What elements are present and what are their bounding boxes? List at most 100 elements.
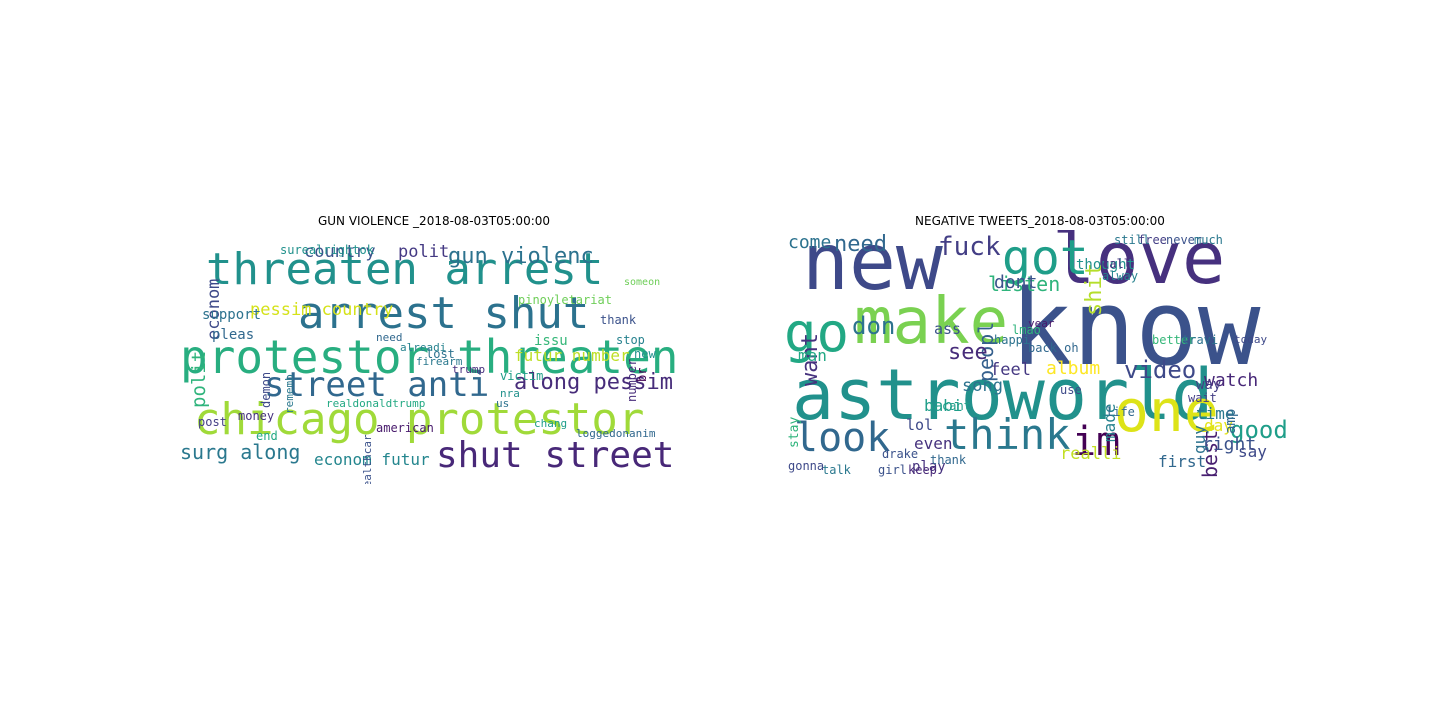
wordcloud-word: still	[1114, 233, 1151, 247]
wordcloud-word: gonna	[788, 459, 825, 473]
wordcloud-word: much	[1194, 233, 1223, 247]
wordcloud-word: first	[1158, 452, 1207, 471]
wordcloud-word: ass	[934, 320, 962, 338]
wordcloud-word: today	[1234, 333, 1268, 346]
wordcloud-word: look	[794, 415, 891, 461]
wordcloud-word: econom futur	[314, 450, 430, 469]
wordcloud-word: nra	[500, 387, 520, 400]
wordcloud-word: pessim country	[250, 300, 394, 320]
wordcloud-word: talk	[822, 463, 851, 477]
wordcloud-word: thank	[600, 313, 637, 327]
wordcloud-word: love	[1052, 230, 1226, 300]
wordcloud-word: keep	[908, 463, 937, 477]
wordcloud: know astroworld new love make go got one look thi…	[784, 230, 1296, 484]
wordcloud-word: travi	[1182, 333, 1219, 347]
wordcloud-word: better	[1152, 333, 1196, 347]
wordcloud-word: shut street	[436, 435, 675, 476]
wordcloud-word: firearm	[416, 355, 463, 368]
panel-title: NEGATIVE TWEETS_2018-08-03T05:00:00	[915, 214, 1165, 228]
wordcloud-word: know	[1010, 267, 1261, 389]
wordcloud-word: feel	[990, 360, 1031, 380]
wordcloud-word: say	[1238, 442, 1267, 461]
wordcloud-word: surg along	[180, 440, 301, 464]
wordcloud-word: need	[376, 331, 403, 344]
wordcloud-word: support	[202, 307, 262, 323]
wordcloud-word: us	[496, 397, 510, 410]
wordcloud-word: money	[238, 409, 275, 423]
wordcloud-word: think	[944, 410, 1071, 459]
wordcloud-word: use	[1060, 383, 1082, 397]
wordcloud-word: lmao	[1012, 323, 1041, 337]
wordcloud-word: country	[304, 242, 376, 262]
wordcloud-word: free	[1138, 233, 1167, 247]
panel-gun-violence: GUN VIOLENCE _2018-08-03T05:00:00 threat…	[180, 214, 688, 484]
wordcloud-word: come	[788, 232, 832, 253]
wordcloud-word: arrest shut	[298, 288, 590, 339]
wordcloud-word: day	[1204, 416, 1233, 435]
wordcloud-word: got	[1002, 230, 1089, 286]
wordcloud-word: street anti	[264, 365, 490, 405]
wordcloud-word: gun violenc	[448, 244, 594, 269]
wordcloud-word: don	[852, 312, 896, 340]
wordcloud-word: happi	[994, 333, 1031, 347]
wordcloud-word: even	[914, 434, 953, 453]
wordcloud-word: american	[376, 421, 434, 435]
wordcloud-word: go	[784, 301, 850, 364]
wordcloud-word: post	[198, 415, 227, 429]
wordcloud-word: play	[912, 459, 946, 475]
wordcloud-word: victim	[500, 369, 544, 383]
wordcloud-word: time	[1196, 404, 1235, 423]
wordcloud-word: loggedonanim	[576, 427, 656, 440]
wordcloud-word: song	[962, 376, 1003, 396]
wordcloud-word: one	[1114, 377, 1219, 445]
wordcloud-word: back oh	[1028, 341, 1079, 355]
wordcloud-word: good	[1230, 416, 1288, 444]
panel-negative-tweets: NEGATIVE TWEETS_2018-08-03T05:00:00 know…	[784, 214, 1296, 484]
wordcloud-word: lost	[426, 347, 455, 361]
wordcloud-word: fuck	[938, 232, 1001, 262]
wordcloud-word: alway	[1102, 269, 1139, 283]
wordcloud-word: astroworld	[792, 354, 1214, 436]
wordcloud-word: new	[634, 347, 656, 361]
wordcloud-word: year	[1028, 317, 1055, 330]
wordcloud-word: realdonaldtrump	[326, 397, 426, 410]
wordcloud-word: pinoyletariat	[518, 293, 612, 307]
wordcloud-word: see	[948, 340, 988, 365]
wordcloud-word: drake	[882, 447, 919, 461]
wordcloud-word: end	[256, 429, 278, 443]
wordcloud-word: dont	[994, 272, 1038, 293]
wordcloud-word: pleas	[212, 327, 255, 343]
panel-title: GUN VIOLENCE _2018-08-03T05:00:00	[317, 214, 551, 228]
wordcloud-word: healthcar	[361, 434, 374, 484]
wordcloud-word: polit	[188, 350, 210, 408]
wordcloud-word: threaten arrest	[206, 244, 604, 295]
wordcloud-word: realli	[1060, 444, 1122, 464]
wordcloud-word: chicago protestor	[194, 394, 645, 445]
wordcloud-word: lol	[906, 416, 934, 434]
wordcloud-word: trump	[452, 363, 486, 376]
wordcloud-word: album	[1046, 358, 1101, 379]
wordcloud-word: thank	[930, 453, 967, 467]
wordcloud-word: need	[834, 232, 887, 257]
wordcloud-word: along pessim	[514, 370, 673, 395]
wordcloud-word: cant	[942, 399, 971, 413]
wordcloud-word: man	[798, 346, 827, 365]
wordcloud-word: stay	[787, 416, 802, 448]
wordcloud-word: never	[1166, 233, 1203, 247]
wordcloud-word: right	[1202, 434, 1257, 455]
wordcloud-word: polit	[398, 242, 450, 262]
wordcloud-word: someon	[624, 277, 661, 288]
wordcloud-word: call	[1102, 257, 1131, 271]
wordcloud-word: girl	[878, 463, 907, 477]
wordcloud-word: amp	[1223, 408, 1239, 434]
wordcloud-word: life	[1106, 405, 1135, 419]
wordcloud-word: alreadi	[400, 341, 447, 354]
wordcloud: threaten arrest arrest shut protestor thre…	[180, 230, 688, 484]
wordcloud-word: issu	[534, 333, 568, 349]
wordcloud-word: make	[854, 285, 1009, 359]
wordcloud-word: way	[1196, 377, 1222, 393]
wordcloud-word: chang	[534, 417, 568, 430]
wordcloud-word: surealrightok	[280, 243, 374, 257]
wordcloud-word: video	[1124, 356, 1197, 384]
wordcloud-word: listen	[988, 272, 1061, 296]
